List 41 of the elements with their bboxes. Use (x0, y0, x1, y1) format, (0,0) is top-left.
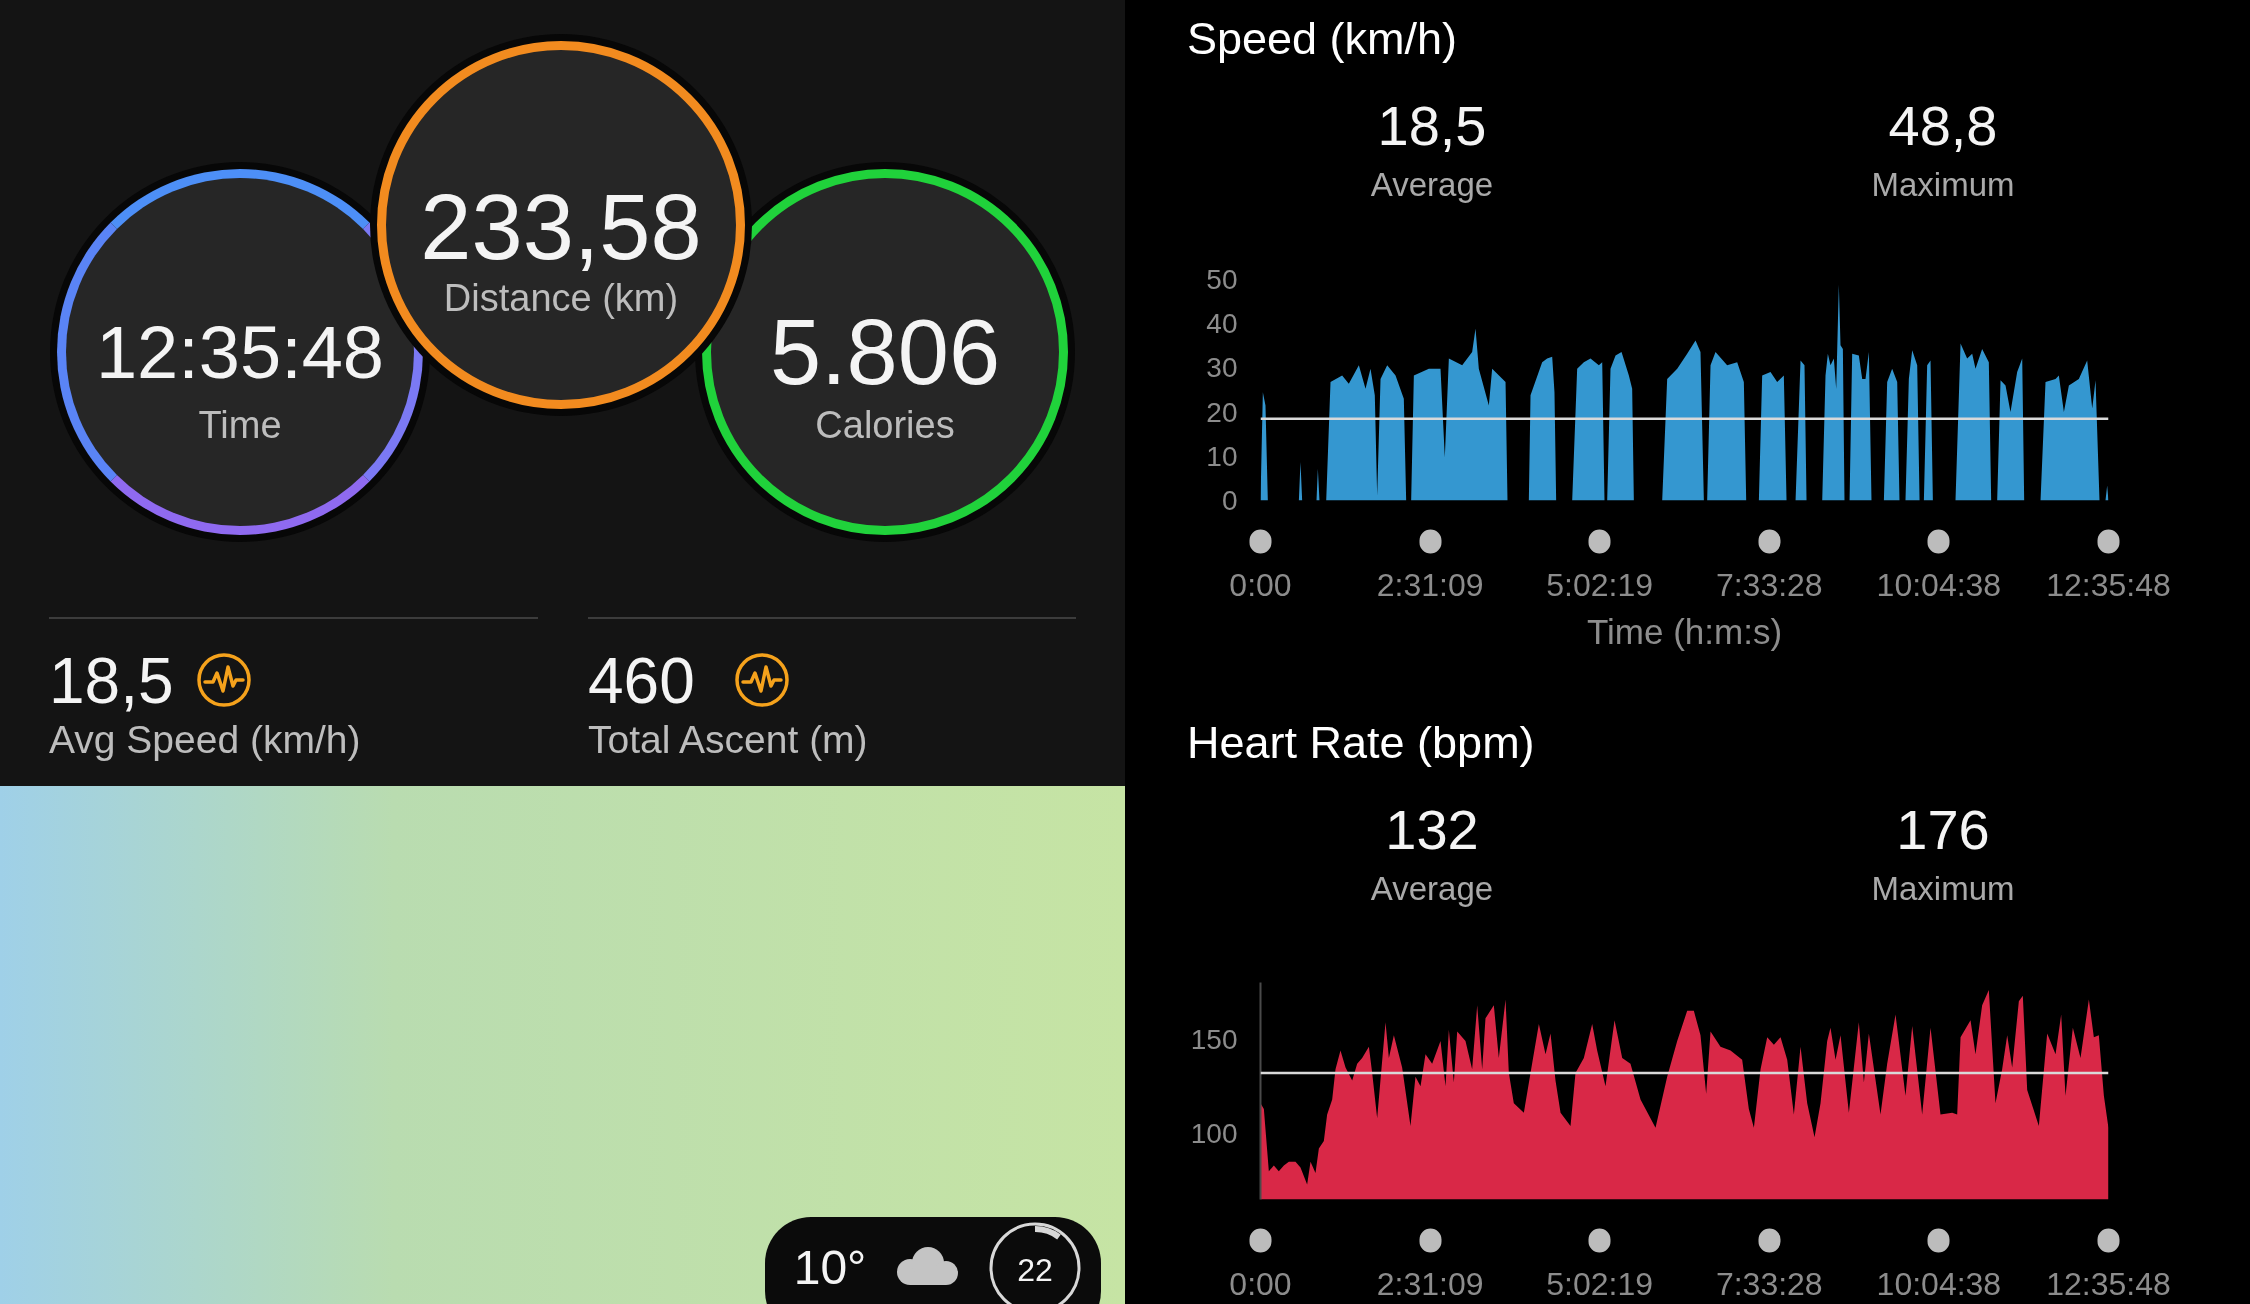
text: 5.806 (769, 300, 1001, 406)
y-tick-label: 50 (1206, 264, 1238, 295)
x-tick-label: 10:04:38 (1876, 1265, 2002, 1302)
x-tick-label: 2:31:09 (1376, 566, 1484, 603)
x-tick-label: 12:35:48 (2046, 1265, 2171, 1302)
y-tick-label: 0 (1221, 485, 1238, 516)
y-tick-label: 150 (1190, 1023, 1238, 1055)
text: Average (1370, 870, 1494, 908)
y-tick-label: 100 (1190, 1117, 1238, 1149)
text: Total Ascent (m) (588, 717, 868, 763)
text: Maximum (1871, 870, 2015, 908)
text: 10° (793, 1240, 867, 1296)
x-tick-label: 5:02:19 (1546, 566, 1654, 603)
text: 18,5 (1377, 93, 1487, 159)
text: 48,8 (1888, 93, 1998, 159)
x-tick-label: 10:04:38 (1876, 566, 2002, 603)
x-axis-title: Time (h:m:s) (1586, 611, 1783, 651)
text: Time (198, 404, 282, 448)
text: 18,5 (49, 645, 174, 719)
text: Maximum (1871, 166, 2015, 204)
text: 176 (1896, 797, 1990, 863)
text: Average (1370, 166, 1494, 204)
x-tick-label: 5:02:19 (1546, 1265, 1654, 1302)
x-tick-label: 2:31:09 (1376, 1265, 1484, 1302)
y-tick-label: 10 (1206, 440, 1238, 472)
y-tick-label: 30 (1206, 352, 1238, 384)
text: Avg Speed (km/h) (49, 717, 361, 763)
x-tick-label: 7:33:28 (1715, 566, 1823, 603)
text: Calories (815, 404, 955, 448)
x-tick-label: 0:00 (1229, 1265, 1292, 1302)
y-tick-label: 40 (1206, 308, 1238, 340)
text: 460 (588, 645, 695, 719)
text: 132 (1385, 797, 1479, 863)
text: 22 (1017, 1251, 1053, 1289)
y-tick-label: 20 (1206, 396, 1238, 428)
chart-title: Speed (km/h) (1187, 13, 1458, 65)
text: 12:35:48 (95, 310, 385, 396)
chart-title: Heart Rate (bpm) (1187, 717, 1535, 769)
x-tick-label: 7:33:28 (1715, 1265, 1823, 1302)
x-tick-label: 0:00 (1229, 566, 1292, 603)
x-tick-label: 12:35:48 (2046, 566, 2171, 603)
